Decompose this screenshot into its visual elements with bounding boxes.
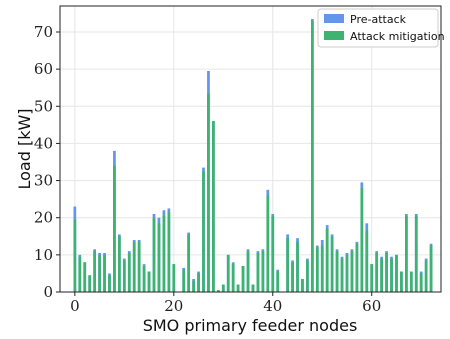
attack-mitigation-bar bbox=[212, 121, 215, 293]
attack-mitigation-bar bbox=[88, 275, 92, 292]
attack-mitigation-bar bbox=[83, 262, 87, 292]
attack-mitigation-bar bbox=[365, 230, 369, 292]
attack-mitigation-bar bbox=[152, 217, 156, 292]
attack-mitigation-bar bbox=[202, 171, 205, 292]
attack-mitigation-bar bbox=[286, 238, 289, 292]
attack-mitigation-bar bbox=[226, 254, 230, 292]
attack-mitigation-bar bbox=[172, 264, 176, 292]
attack-mitigation-bar bbox=[137, 241, 141, 292]
attack-mitigation-bar bbox=[419, 273, 423, 292]
attack-mitigation-bar bbox=[291, 262, 294, 292]
attack-mitigation-bar bbox=[350, 251, 354, 292]
attack-mitigation-bar bbox=[395, 254, 398, 292]
x-tick-label: 40 bbox=[263, 297, 282, 315]
y-axis-title: Load [kW] bbox=[15, 108, 34, 189]
attack-mitigation-bar bbox=[320, 245, 324, 292]
attack-mitigation-bar bbox=[370, 264, 374, 292]
attack-mitigation-bar bbox=[93, 251, 96, 292]
y-tick-label: 60 bbox=[34, 60, 53, 78]
attack-mitigation-bar bbox=[276, 271, 280, 292]
legend-swatch-attack-mitigation bbox=[324, 31, 344, 40]
x-axis-ticks: 0 20 40 60 bbox=[70, 292, 381, 315]
attack-mitigation-bar bbox=[271, 215, 275, 292]
attack-mitigation-bar bbox=[301, 279, 304, 292]
attack-mitigation-bar bbox=[157, 223, 161, 292]
y-tick-label: 10 bbox=[34, 246, 53, 264]
attack-mitigation-bar bbox=[182, 269, 186, 292]
attack-mitigation-bar bbox=[216, 290, 220, 292]
y-tick-label: 70 bbox=[34, 23, 53, 41]
attack-mitigation-bar bbox=[192, 280, 195, 292]
x-axis-title: SMO primary feeder nodes bbox=[143, 316, 358, 335]
attack-mitigation-bar bbox=[127, 253, 131, 292]
attack-mitigation-bar bbox=[310, 20, 314, 292]
attack-mitigation-bar bbox=[142, 266, 146, 292]
plot-frame bbox=[59, 5, 442, 293]
attack-mitigation-bar bbox=[325, 228, 329, 292]
legend-box bbox=[317, 8, 439, 48]
mitigation-bars bbox=[73, 20, 433, 293]
x-tick-label: 20 bbox=[164, 297, 183, 315]
legend: Pre-attack Attack mitigation bbox=[317, 8, 445, 48]
attack-mitigation-bar bbox=[296, 241, 299, 292]
attack-mitigation-bar bbox=[390, 258, 393, 292]
legend-swatch-pre-attack bbox=[324, 14, 344, 23]
y-axis-ticks: 0 10 20 30 40 50 60 70 bbox=[34, 23, 60, 301]
attack-mitigation-bar bbox=[306, 260, 309, 292]
y-tick-label: 30 bbox=[34, 172, 53, 190]
attack-mitigation-bar bbox=[78, 256, 82, 292]
attack-mitigation-bar bbox=[375, 253, 379, 292]
attack-mitigation-bar bbox=[409, 271, 413, 292]
attack-mitigation-bar bbox=[330, 236, 334, 292]
grid-lines bbox=[60, 6, 441, 293]
attack-mitigation-bar bbox=[132, 241, 136, 292]
attack-mitigation-bar bbox=[360, 188, 364, 292]
attack-mitigation-bar bbox=[380, 258, 383, 292]
attack-mitigation-bar bbox=[113, 165, 116, 292]
attack-mitigation-bar bbox=[197, 273, 200, 292]
legend-label-pre-attack: Pre-attack bbox=[350, 13, 407, 26]
plot-area bbox=[60, 6, 441, 292]
y-tick-label: 50 bbox=[34, 97, 53, 115]
attack-mitigation-bar bbox=[414, 215, 418, 292]
attack-mitigation-bar bbox=[256, 253, 260, 292]
attack-mitigation-bar bbox=[340, 258, 344, 292]
attack-mitigation-bar bbox=[355, 243, 359, 292]
attack-mitigation-bar bbox=[98, 254, 101, 292]
x-tick-label: 0 bbox=[70, 297, 80, 315]
legend-label-attack-mitigation: Attack mitigation bbox=[350, 30, 445, 43]
attack-mitigation-bar bbox=[424, 260, 428, 292]
attack-mitigation-bar bbox=[118, 236, 121, 292]
attack-mitigation-bar bbox=[147, 271, 151, 292]
attack-mitigation-bar bbox=[241, 266, 245, 292]
attack-mitigation-bar bbox=[236, 284, 240, 292]
attack-mitigation-bar bbox=[103, 254, 106, 292]
attack-mitigation-bar bbox=[429, 245, 433, 292]
attack-mitigation-bar bbox=[385, 253, 388, 292]
attack-mitigation-bar bbox=[187, 234, 191, 292]
attack-mitigation-bar bbox=[231, 264, 235, 292]
attack-mitigation-bar bbox=[122, 260, 126, 292]
attack-mitigation-bar bbox=[167, 212, 171, 292]
attack-mitigation-bar bbox=[266, 195, 270, 292]
attack-mitigation-bar bbox=[108, 275, 111, 292]
y-tick-label: 40 bbox=[34, 134, 53, 152]
attack-mitigation-bar bbox=[345, 254, 349, 292]
x-tick-label: 60 bbox=[362, 297, 381, 315]
attack-mitigation-bar bbox=[261, 251, 265, 292]
y-tick-label: 20 bbox=[34, 209, 53, 227]
attack-mitigation-bar bbox=[315, 247, 319, 292]
attack-mitigation-bar bbox=[251, 284, 255, 292]
attack-mitigation-bar bbox=[335, 251, 339, 292]
attack-mitigation-bar bbox=[162, 215, 166, 292]
attack-mitigation-bar bbox=[207, 93, 210, 293]
attack-mitigation-bar bbox=[246, 251, 250, 292]
y-tick-label: 0 bbox=[43, 283, 53, 301]
attack-mitigation-bar bbox=[221, 284, 225, 292]
attack-mitigation-bar bbox=[400, 271, 403, 292]
attack-mitigation-bar bbox=[405, 215, 408, 292]
attack-mitigation-bar bbox=[73, 219, 77, 292]
